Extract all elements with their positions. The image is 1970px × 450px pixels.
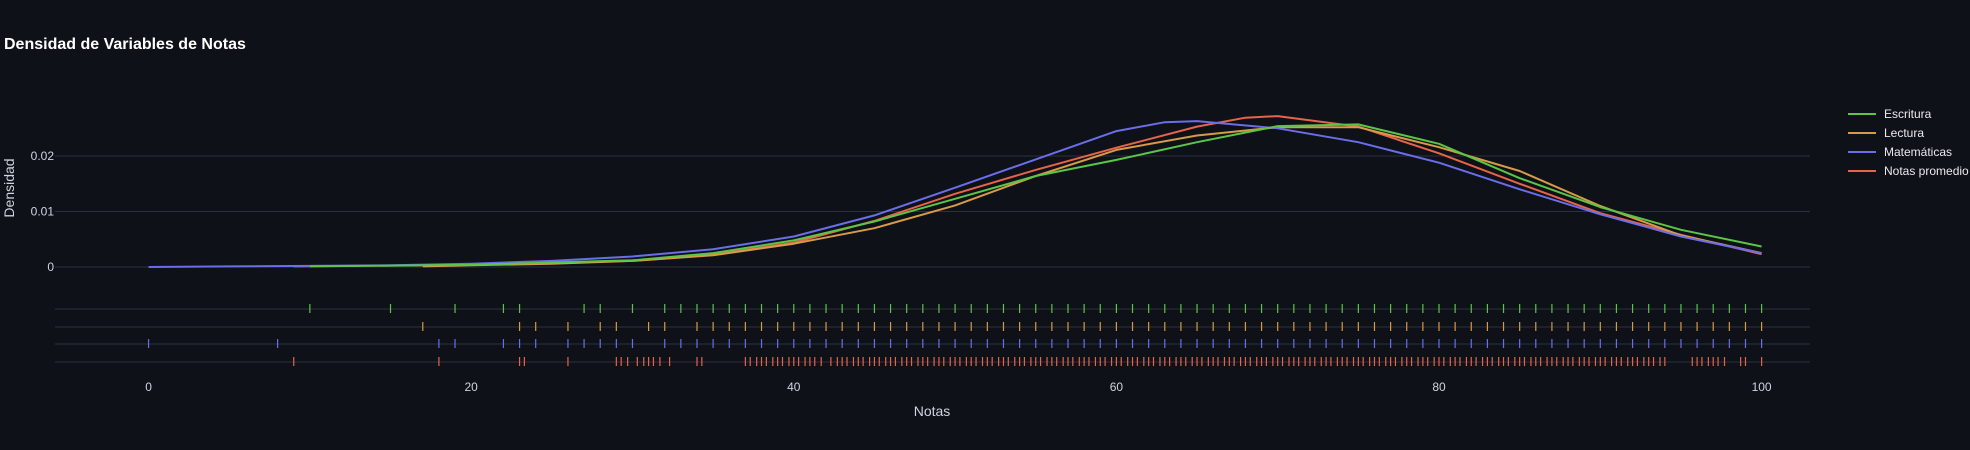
x-tick-label: 40 (787, 380, 801, 394)
y-axis-title: Densidad (1, 158, 17, 217)
series-line (293, 115, 1762, 268)
density-lines (148, 115, 1762, 268)
x-tick-label: 20 (464, 380, 478, 394)
legend: Escritura Lectura Matemáticas Notas promedi… (1848, 107, 1969, 178)
x-tick-label: 100 (1752, 380, 1772, 394)
chart-title: Densidad de Variables de Notas (4, 36, 246, 53)
x-tick-label: 0 (145, 380, 152, 394)
y-tick-label: 0 (47, 260, 54, 274)
series-line (422, 126, 1762, 268)
axis-ticks: 0 0.01 0.02 0 20 40 60 80 100 (31, 149, 1772, 394)
y-tick-label: 0.01 (31, 205, 55, 219)
x-axis-title: Notas (914, 403, 951, 419)
x-tick-label: 60 (1110, 380, 1124, 394)
legend-label: Lectura (1884, 126, 1924, 140)
legend-label: Matemáticas (1884, 145, 1952, 159)
x-tick-label: 80 (1432, 380, 1446, 394)
rug-plot (55, 304, 1810, 366)
legend-label: Escritura (1884, 107, 1932, 121)
legend-label: Notas promedio (1884, 164, 1969, 178)
series-line (309, 123, 1762, 268)
y-tick-label: 0.02 (31, 149, 55, 163)
